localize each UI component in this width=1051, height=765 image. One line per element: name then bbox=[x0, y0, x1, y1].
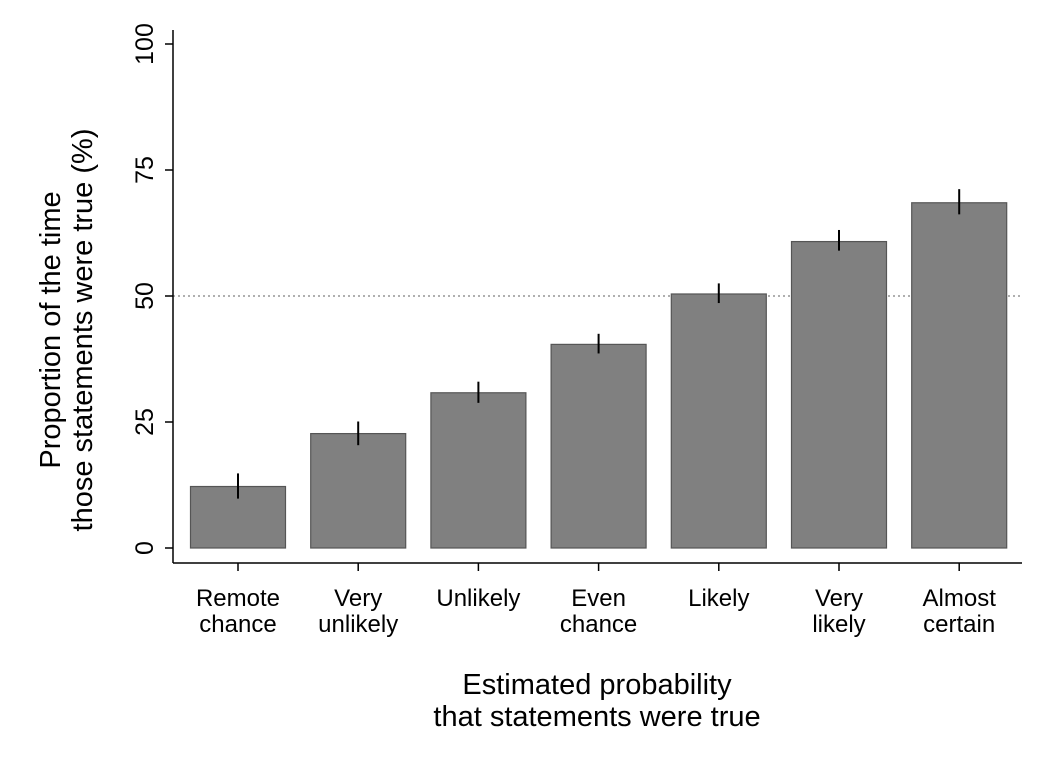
x-tick-label: Remote chance bbox=[196, 585, 280, 638]
x-tick-label-line: certain bbox=[923, 611, 995, 638]
x-tick-label-line: Very bbox=[815, 585, 863, 612]
y-tick-label: 75 bbox=[131, 156, 159, 184]
x-tick-label-line: likely bbox=[812, 611, 865, 638]
x-tick-label-line: Very bbox=[334, 585, 382, 612]
x-tick-label-line: unlikely bbox=[318, 611, 398, 638]
bar bbox=[430, 392, 527, 549]
y-tick-label: 100 bbox=[131, 23, 159, 65]
bar bbox=[670, 293, 767, 549]
bar bbox=[550, 343, 647, 549]
x-tick-label-line: chance bbox=[199, 611, 276, 638]
error-bars bbox=[237, 189, 961, 499]
y-axis-title: Proportion of the timethose statements w… bbox=[35, 129, 99, 532]
x-tick-label: Very likely bbox=[812, 585, 865, 638]
x-axis-title-line: that statements were true bbox=[433, 701, 760, 733]
x-tick-label-line: chance bbox=[560, 611, 637, 638]
x-axis-title: Estimated probability that statements wer… bbox=[433, 669, 760, 733]
x-tick-label: Unlikely bbox=[436, 585, 520, 612]
y-tick-label: 50 bbox=[131, 282, 159, 310]
y-tick-label: 25 bbox=[131, 408, 159, 436]
x-tick-label-line: Unlikely bbox=[436, 585, 520, 612]
x-axis-title-line: Estimated probability bbox=[462, 669, 732, 701]
x-tick-label: Even chance bbox=[560, 585, 637, 638]
y-axis-title-line: those statements were true (%) bbox=[67, 129, 99, 532]
x-tick-label: Almost certain bbox=[923, 585, 997, 638]
x-tick-label-line: Even bbox=[571, 585, 626, 612]
bar bbox=[790, 240, 888, 549]
y-axis-ticks: 0 25 50 75 100 bbox=[131, 23, 173, 555]
x-tick-label: Likely bbox=[688, 585, 749, 612]
x-tick-label-line: Almost bbox=[923, 585, 997, 612]
bar bbox=[310, 432, 407, 549]
bars bbox=[189, 202, 1008, 549]
x-tick-label: Very unlikely bbox=[318, 585, 398, 638]
y-tick-label: 0 bbox=[131, 541, 159, 555]
x-tick-label-line: Remote bbox=[196, 585, 280, 612]
bar bbox=[911, 202, 1008, 549]
y-axis-title-line: Proportion of the time bbox=[35, 191, 67, 468]
x-tick-label-line: Likely bbox=[688, 585, 749, 612]
